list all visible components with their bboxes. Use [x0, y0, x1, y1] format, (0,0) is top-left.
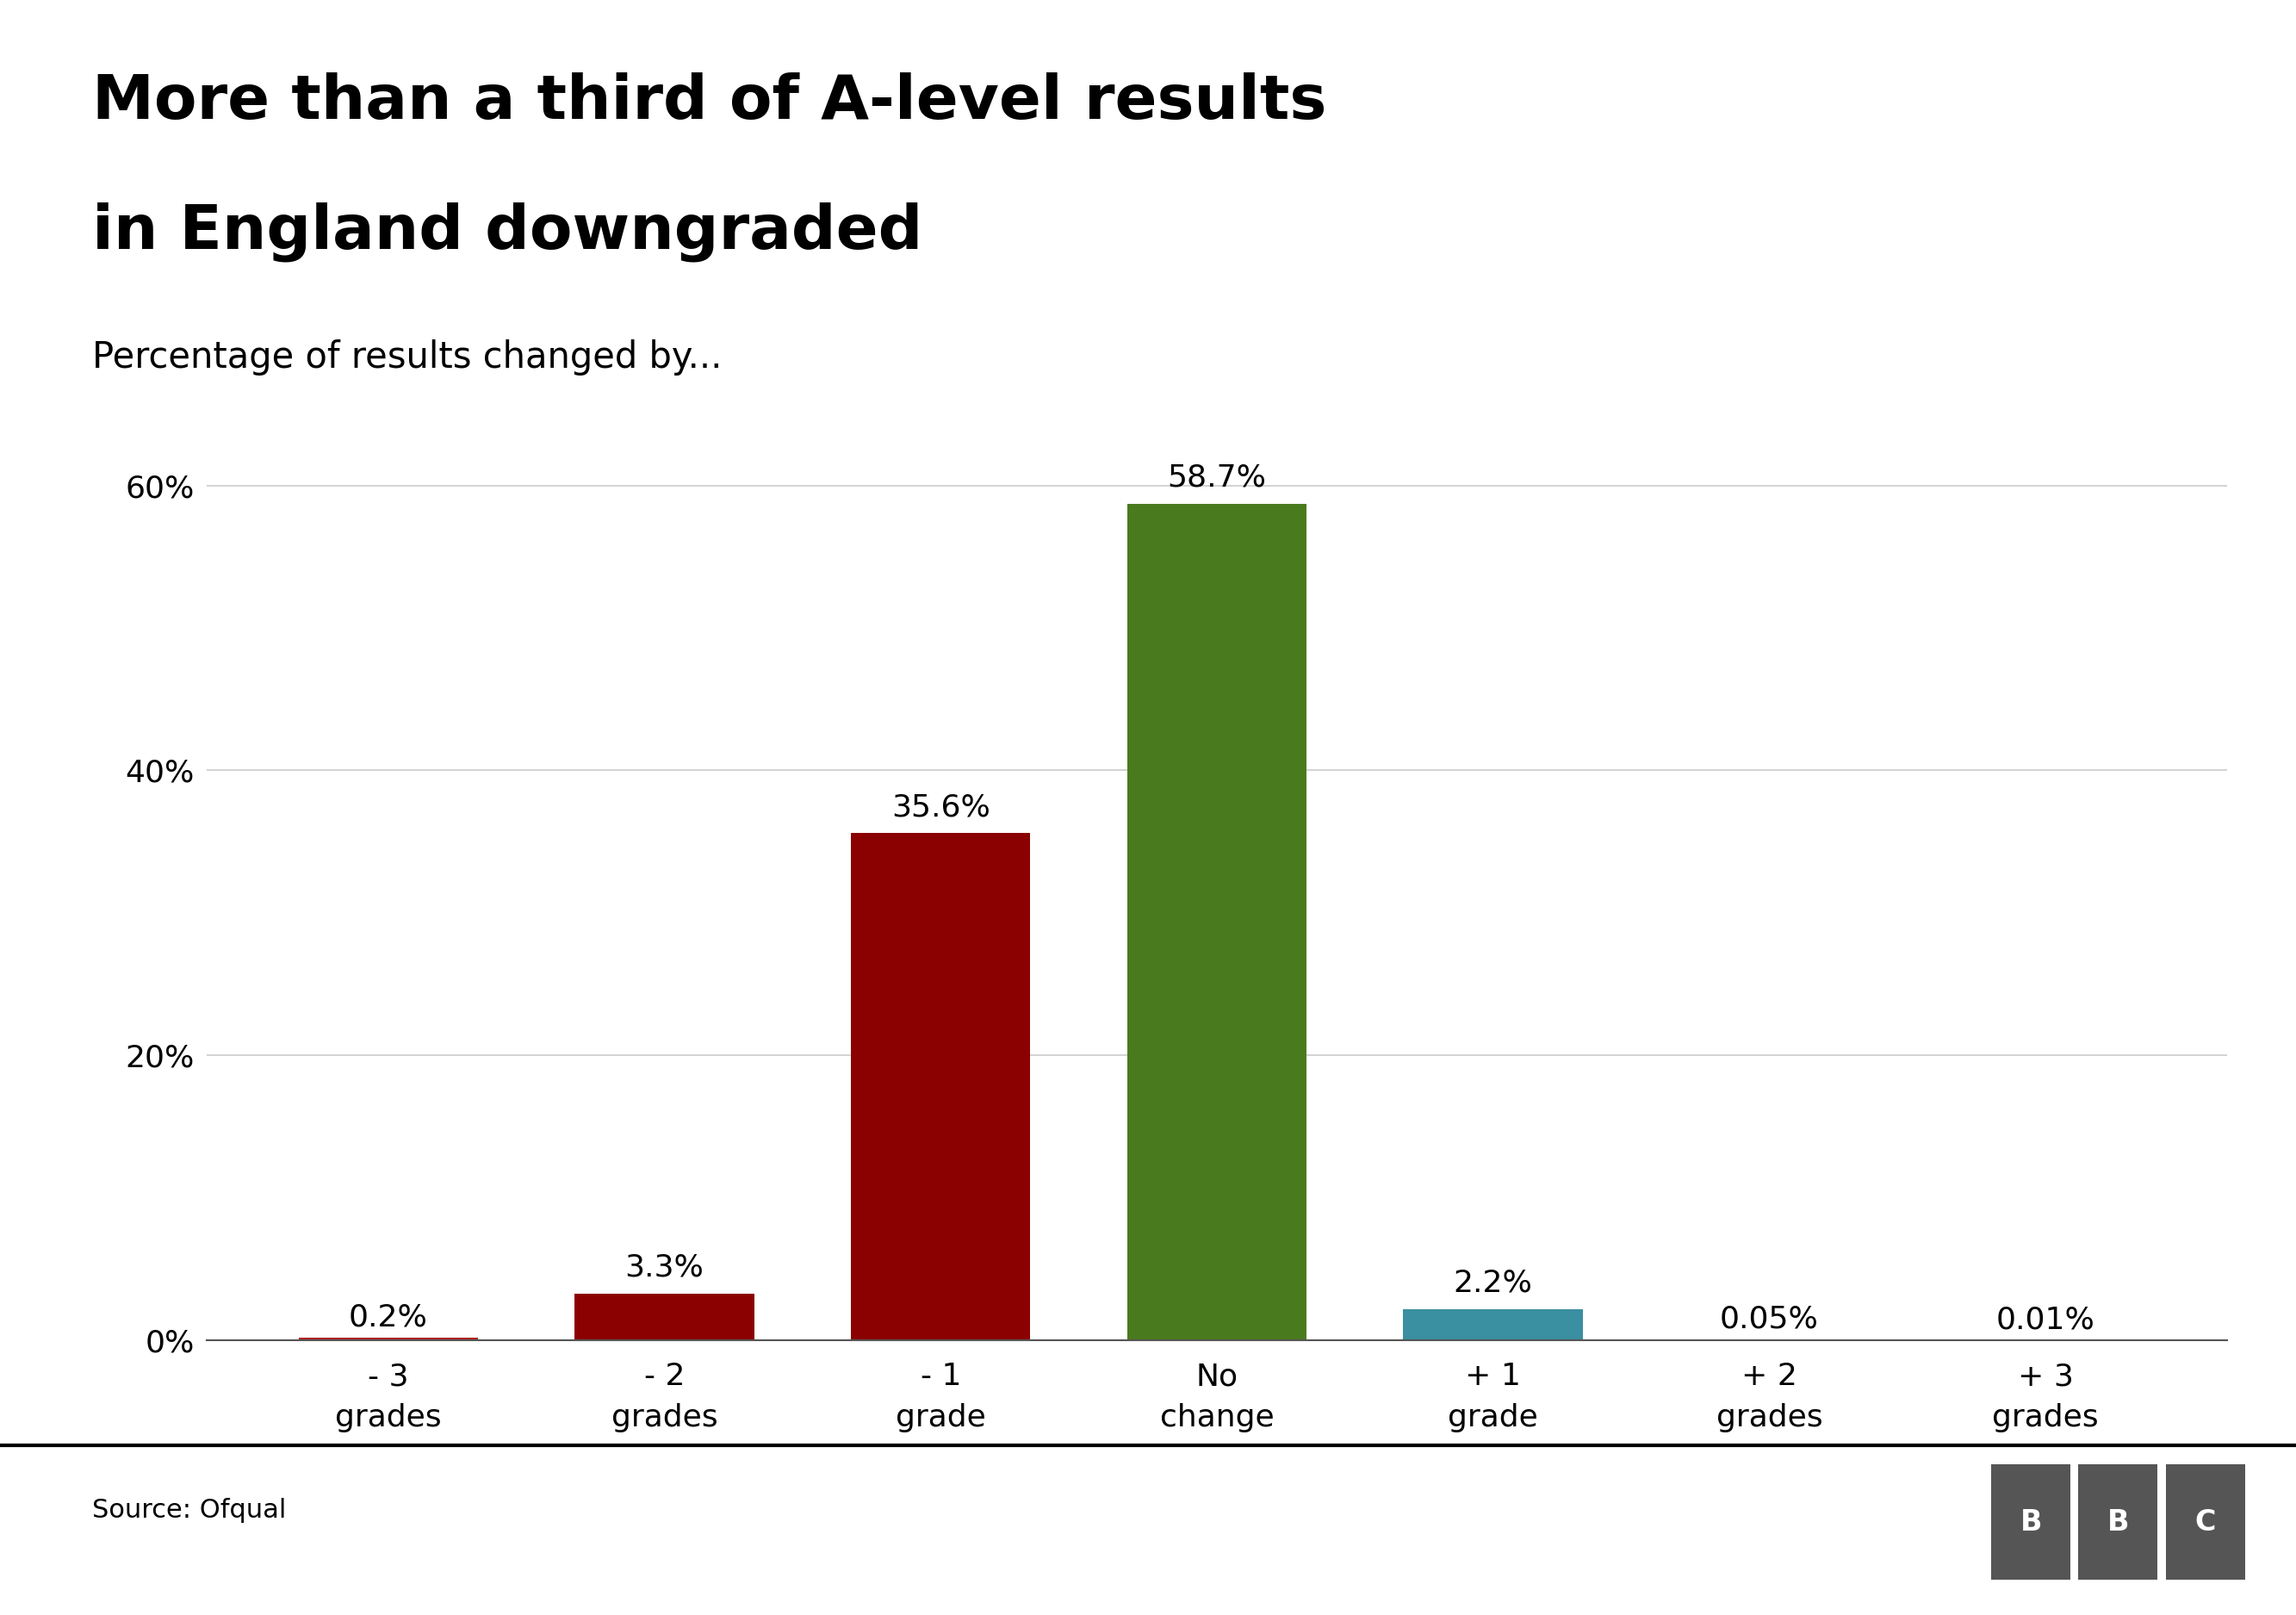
Bar: [1403, 1310, 1582, 1340]
Text: Source: Ofqual: Source: Ofqual: [92, 1497, 287, 1523]
Text: 35.6%: 35.6%: [891, 793, 990, 822]
Text: B: B: [2020, 1508, 2041, 1536]
Text: 0.2%: 0.2%: [349, 1303, 427, 1332]
Bar: [574, 1294, 753, 1340]
Text: in England downgraded: in England downgraded: [92, 202, 923, 262]
Bar: [852, 833, 1031, 1340]
Text: 58.7%: 58.7%: [1166, 464, 1267, 493]
Text: 0.01%: 0.01%: [1995, 1305, 2094, 1334]
Text: Percentage of results changed by...: Percentage of results changed by...: [92, 339, 721, 375]
Bar: [298, 1337, 478, 1340]
Bar: [1127, 504, 1306, 1340]
Text: B: B: [2108, 1508, 2128, 1536]
Bar: [2165, 1465, 2245, 1579]
Text: More than a third of A-level results: More than a third of A-level results: [92, 73, 1327, 132]
Text: C: C: [2195, 1508, 2216, 1536]
Text: 0.05%: 0.05%: [1720, 1305, 1818, 1334]
Text: 3.3%: 3.3%: [625, 1253, 705, 1282]
Bar: [2078, 1465, 2158, 1579]
Bar: [1991, 1465, 2071, 1579]
Text: 2.2%: 2.2%: [1453, 1268, 1534, 1298]
